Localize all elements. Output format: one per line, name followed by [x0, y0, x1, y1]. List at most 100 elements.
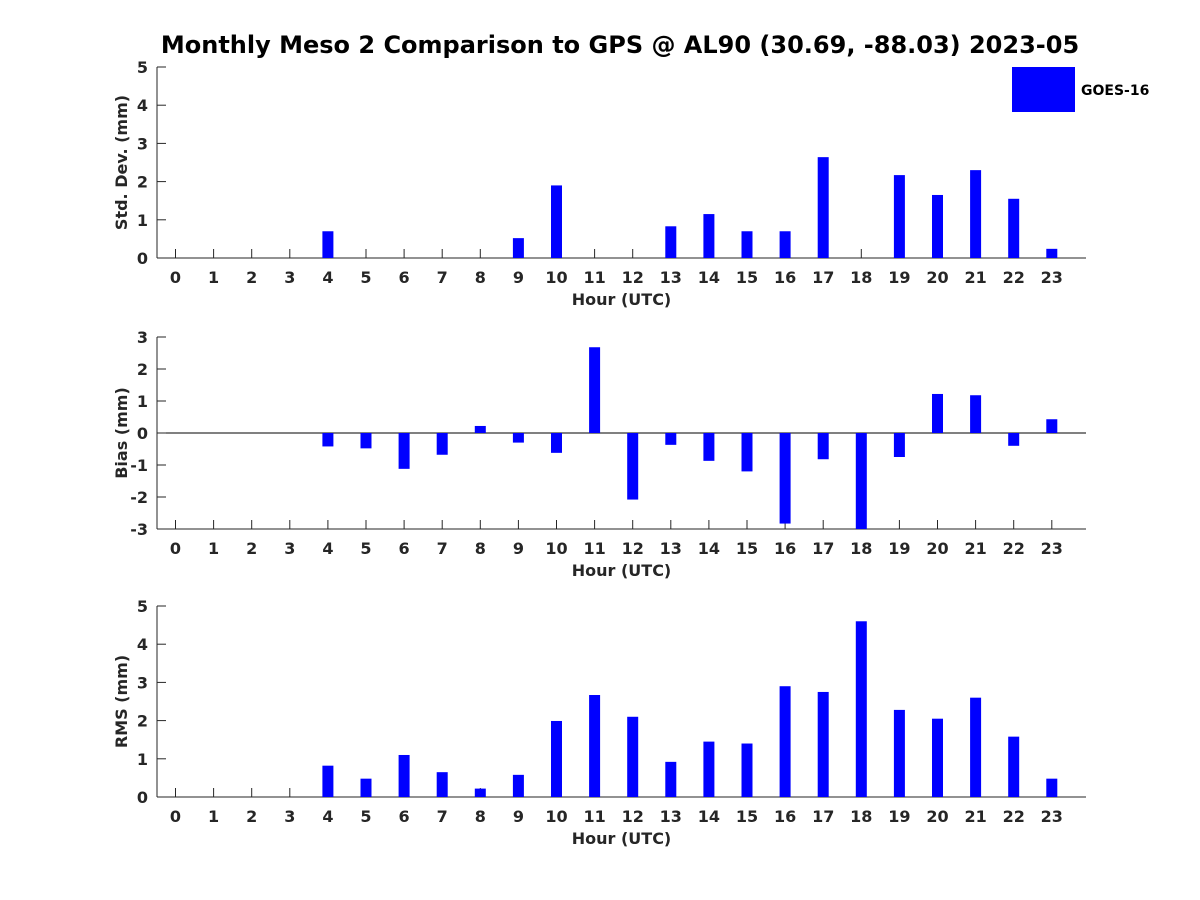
bar-hour-16 [779, 231, 791, 258]
x-tick-label: 16 [774, 268, 796, 287]
bar-hour-13 [665, 226, 677, 258]
bar-hour-20 [932, 393, 943, 433]
x-tick-label: 15 [736, 268, 758, 287]
x-tick-label: 3 [284, 268, 295, 287]
bar-hour-15 [741, 231, 753, 258]
x-tick-label: 13 [660, 539, 682, 558]
y-tick-label: 0 [137, 424, 148, 443]
x-axis-label: Hour (UTC) [572, 829, 672, 848]
bar-hour-10 [551, 433, 562, 453]
bar-hour-20 [932, 718, 943, 797]
bar-hour-7 [436, 772, 448, 797]
x-tick-label: 22 [1003, 539, 1025, 558]
x-tick-label: 10 [545, 268, 567, 287]
x-tick-label: 1 [208, 539, 219, 558]
x-tick-label: 4 [322, 268, 333, 287]
bar-hour-17 [817, 433, 829, 460]
y-tick-label: 5 [137, 597, 148, 616]
x-tick-label: 7 [437, 268, 448, 287]
y-tick-label: -2 [130, 488, 148, 507]
y-axis-label: Std. Dev. (mm) [112, 95, 131, 230]
bar-hour-18 [855, 621, 867, 797]
bar-hour-4 [322, 765, 334, 797]
x-tick-label: 21 [964, 539, 986, 558]
x-tick-label: 9 [513, 539, 524, 558]
y-axis-label: Bias (mm) [112, 387, 131, 479]
bar-hour-7 [436, 433, 448, 455]
bar-hour-11 [589, 347, 601, 433]
bar-hour-16 [779, 433, 791, 524]
bar-hour-4 [322, 433, 334, 447]
y-tick-label: 3 [137, 134, 148, 153]
x-tick-label: 5 [360, 539, 371, 558]
bar-hour-9 [512, 774, 524, 797]
x-tick-label: 5 [360, 268, 371, 287]
x-tick-label: 20 [926, 539, 948, 558]
bar-hour-15 [741, 433, 753, 472]
bar-hour-14 [703, 741, 715, 797]
y-tick-label: 4 [137, 96, 148, 115]
legend-swatch [1012, 67, 1075, 112]
y-tick-label: 1 [137, 392, 148, 411]
x-tick-label: 14 [698, 807, 720, 826]
y-tick-label: 4 [137, 635, 148, 654]
x-tick-label: 23 [1041, 807, 1063, 826]
x-tick-label: 0 [170, 807, 181, 826]
x-tick-label: 8 [475, 539, 486, 558]
x-tick-label: 12 [622, 268, 644, 287]
x-tick-label: 16 [774, 807, 796, 826]
x-tick-label: 7 [437, 807, 448, 826]
x-tick-label: 10 [545, 807, 567, 826]
bar-hour-10 [551, 185, 562, 258]
x-tick-label: 3 [284, 807, 295, 826]
x-tick-label: 18 [850, 807, 872, 826]
x-tick-label: 1 [208, 268, 219, 287]
bar-hour-8 [474, 788, 486, 797]
x-tick-label: 23 [1041, 539, 1063, 558]
bar-hour-14 [703, 214, 715, 258]
bar-hour-10 [551, 720, 562, 797]
bar-hour-9 [512, 238, 524, 258]
y-tick-label: 1 [137, 750, 148, 769]
bar-hour-14 [703, 433, 715, 461]
bar-hour-16 [779, 686, 791, 797]
x-tick-label: 2 [246, 539, 257, 558]
bar-hour-17 [817, 157, 829, 258]
y-tick-label: 2 [137, 173, 148, 192]
x-tick-label: 13 [660, 807, 682, 826]
y-tick-label: -3 [130, 520, 148, 539]
x-tick-label: 4 [322, 539, 333, 558]
x-tick-label: 16 [774, 539, 796, 558]
bar-hour-23 [1046, 419, 1058, 433]
x-tick-label: 11 [583, 268, 605, 287]
x-tick-label: 17 [812, 807, 834, 826]
y-tick-label: 2 [137, 360, 148, 379]
y-axis-label: RMS (mm) [112, 655, 131, 748]
x-tick-label: 11 [583, 807, 605, 826]
x-tick-label: 20 [926, 268, 948, 287]
bar-hour-8 [474, 425, 486, 433]
bar-hour-9 [512, 433, 524, 443]
bar-hour-23 [1046, 778, 1058, 797]
bar-hour-20 [932, 194, 943, 258]
y-tick-label: 3 [137, 328, 148, 347]
x-tick-label: 6 [399, 268, 410, 287]
x-tick-label: 21 [964, 268, 986, 287]
bar-hour-22 [1008, 433, 1020, 446]
x-tick-label: 14 [698, 539, 720, 558]
x-tick-label: 20 [926, 807, 948, 826]
x-tick-label: 17 [812, 268, 834, 287]
y-tick-label: 0 [137, 788, 148, 807]
x-tick-label: 21 [964, 807, 986, 826]
x-axis-label: Hour (UTC) [572, 561, 672, 580]
x-tick-label: 2 [246, 807, 257, 826]
x-tick-label: 18 [850, 539, 872, 558]
bar-hour-21 [970, 697, 982, 797]
bar-hour-6 [398, 754, 410, 797]
x-tick-label: 9 [513, 268, 524, 287]
x-tick-label: 6 [399, 539, 410, 558]
